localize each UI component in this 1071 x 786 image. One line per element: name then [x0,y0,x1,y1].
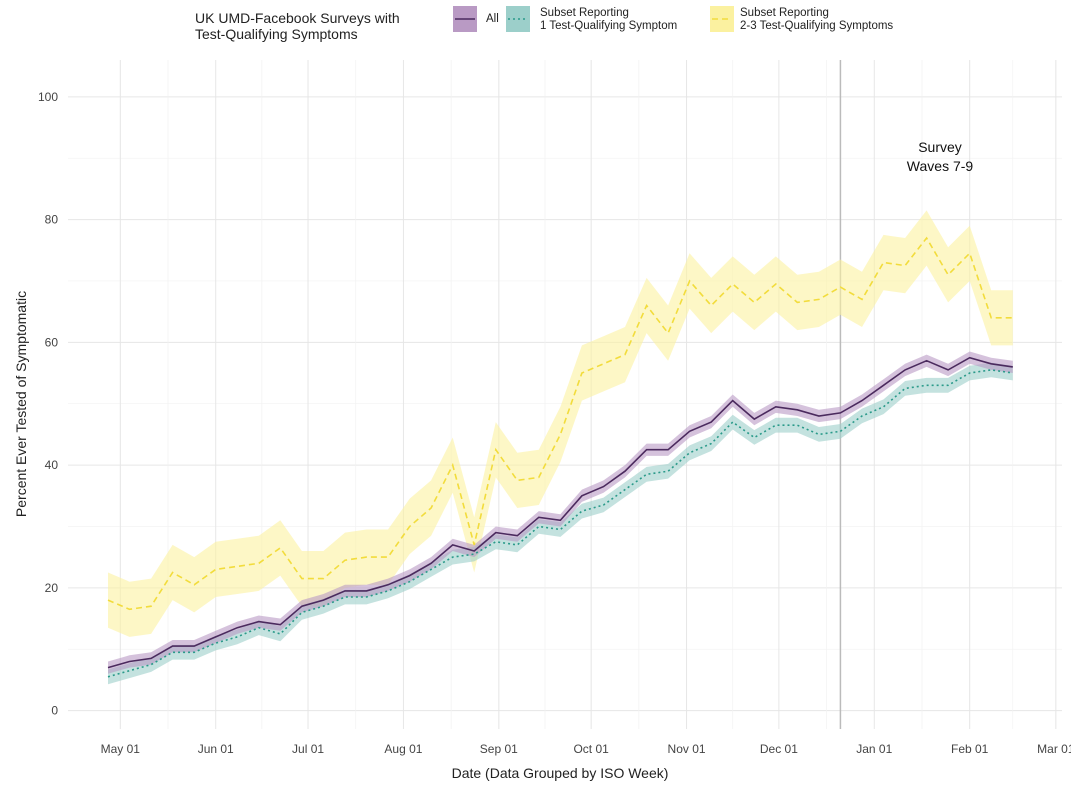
legend-key [710,6,734,32]
legend-key-line [712,18,732,20]
x-tick-label: May 01 [101,742,141,756]
legend-label: Subset Reporting 2-3 Test-Qualifying Sym… [740,7,894,32]
x-tick-label: Jul 01 [292,742,324,756]
x-tick-label: Nov 01 [668,742,706,756]
x-tick-label: Jun 01 [198,742,234,756]
y-axis-label: Percent Ever Tested of Symptomatic [13,291,29,517]
legend-label: All [486,13,499,25]
x-tick-label: Oct 01 [573,742,609,756]
x-tick-label: Mar 01 [1037,742,1071,756]
legend-key [453,6,477,32]
legend-label: Subset Reporting 1 Test-Qualifying Sympt… [540,7,678,32]
legend-key [506,6,530,32]
confidence-band [108,351,1013,674]
grid [68,60,1062,729]
y-tick-label: 20 [45,581,59,595]
y-tick-label: 0 [51,704,58,718]
annotation: Survey Waves 7-9 [907,139,974,174]
legend-key-line [508,18,528,20]
series-line [107,369,1013,678]
legend-key-line [455,18,475,20]
series-line [107,236,1013,611]
x-tick-label: Sep 01 [480,742,518,756]
y-tick-label: 40 [45,458,59,472]
y-tick-label: 100 [38,90,58,104]
x-axis-label: Date (Data Grouped by ISO Week) [452,765,669,781]
x-tick-label: Dec 01 [760,742,798,756]
y-tick-label: 80 [45,213,59,227]
x-tick-label: Jan 01 [856,742,892,756]
x-tick-label: Aug 01 [384,742,422,756]
y-tick-label: 60 [45,335,59,349]
legend-title: UK UMD-Facebook Surveys with Test-Qualif… [195,10,400,42]
x-tick-label: Feb 01 [951,742,989,756]
series-line [107,356,1013,669]
confidence-band [108,210,1013,637]
